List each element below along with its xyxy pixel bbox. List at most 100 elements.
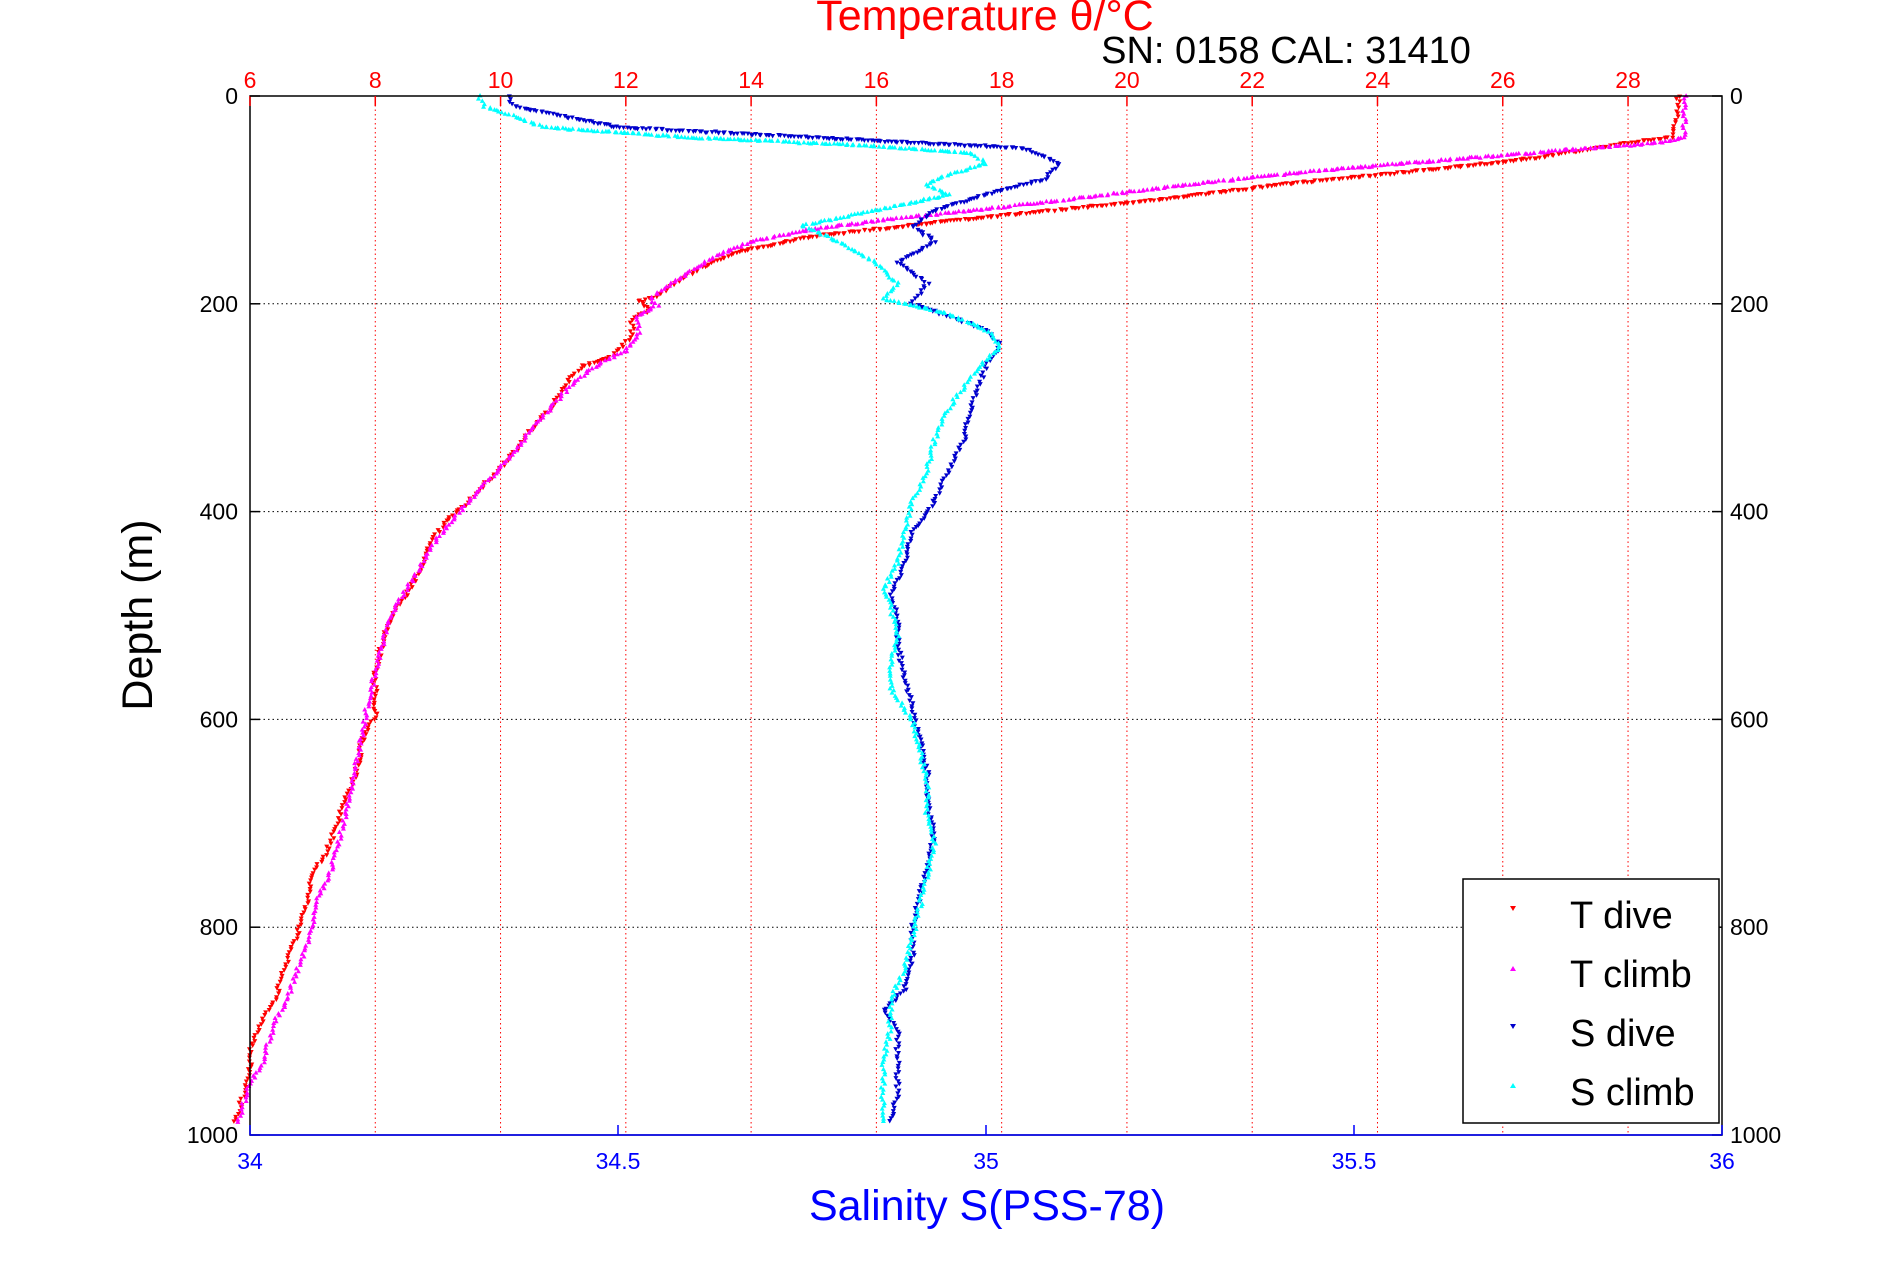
data-point — [923, 797, 929, 803]
data-point — [285, 991, 291, 996]
data-point — [1500, 160, 1506, 165]
data-point — [914, 906, 920, 911]
data-point — [789, 230, 795, 235]
data-point — [384, 629, 390, 635]
data-point — [924, 244, 930, 249]
data-point — [1151, 198, 1157, 203]
x-axis-label: Salinity S(PSS-78) — [809, 1182, 1165, 1230]
data-point — [346, 792, 352, 798]
data-point — [876, 144, 882, 149]
data-point — [758, 133, 764, 138]
data-point — [1345, 176, 1351, 181]
data-point — [906, 145, 912, 150]
data-point — [299, 951, 305, 956]
data-point — [540, 414, 546, 420]
data-point — [893, 1047, 899, 1052]
data-point — [238, 1113, 244, 1118]
data-point — [989, 191, 995, 197]
data-point — [259, 1016, 265, 1022]
data-point — [984, 144, 990, 150]
data-point — [903, 518, 909, 523]
data-point — [937, 491, 943, 496]
data-point — [840, 137, 846, 143]
data-point — [1508, 151, 1514, 157]
data-point — [577, 374, 583, 379]
data-point — [930, 436, 936, 442]
data-point — [475, 96, 481, 101]
data-point — [313, 902, 319, 907]
legend-marker-t-dive — [1510, 906, 1516, 911]
data-point — [842, 242, 848, 248]
data-point — [1316, 168, 1322, 173]
data-point — [1012, 202, 1018, 207]
data-point — [1235, 187, 1241, 193]
data-point — [770, 134, 776, 139]
data-point — [1076, 194, 1082, 200]
data-point — [889, 1024, 895, 1030]
data-point — [1058, 207, 1064, 212]
data-point — [693, 135, 699, 141]
data-point — [928, 237, 934, 242]
data-point — [890, 1109, 896, 1114]
data-point — [1097, 192, 1103, 198]
data-point — [895, 1063, 901, 1069]
data-point — [555, 126, 561, 131]
tick-label-salinity: 34 — [237, 1148, 263, 1174]
data-point — [960, 208, 966, 214]
data-point — [244, 1086, 250, 1091]
data-point — [1396, 161, 1402, 166]
data-point — [986, 355, 992, 361]
data-point — [337, 818, 343, 824]
data-point — [565, 116, 571, 121]
data-point — [1032, 151, 1038, 156]
data-point — [1673, 96, 1679, 102]
data-point — [932, 501, 938, 506]
data-point — [913, 736, 919, 742]
data-point — [908, 716, 914, 722]
data-point — [887, 205, 893, 210]
data-point — [738, 244, 744, 249]
data-point — [274, 986, 280, 991]
data-point — [1389, 161, 1395, 166]
data-point — [889, 651, 895, 656]
data-point — [922, 810, 928, 815]
data-point — [818, 225, 824, 230]
data-point — [647, 126, 653, 131]
data-point — [941, 413, 947, 418]
data-point — [423, 552, 429, 558]
legend-marker-s-climb — [1510, 1083, 1516, 1088]
data-point — [967, 414, 973, 420]
data-point — [663, 284, 669, 289]
data-point — [549, 125, 555, 130]
data-point — [371, 682, 377, 687]
data-point — [522, 118, 528, 124]
data-point — [924, 868, 930, 874]
data-point — [481, 101, 487, 107]
data-point — [244, 1090, 250, 1095]
data-point — [1366, 173, 1372, 179]
data-point — [579, 363, 585, 368]
data-point — [307, 886, 313, 892]
data-point — [925, 874, 931, 880]
data-point — [918, 737, 924, 743]
y-axis-label: Depth (m) — [114, 519, 162, 710]
data-point — [932, 147, 938, 153]
data-point — [709, 256, 715, 261]
data-point — [457, 510, 463, 515]
data-point — [698, 129, 704, 134]
data-point — [916, 741, 922, 747]
data-point — [748, 137, 754, 142]
data-point — [450, 513, 456, 519]
data-point — [562, 114, 568, 119]
data-point — [793, 237, 799, 242]
data-point — [946, 191, 952, 197]
data-point — [493, 470, 499, 476]
data-point — [392, 607, 398, 612]
data-point — [327, 838, 333, 844]
data-point — [893, 631, 899, 636]
data-point — [979, 325, 985, 331]
data-point — [410, 578, 416, 584]
data-point — [393, 601, 399, 607]
data-point — [537, 122, 543, 127]
data-point — [796, 140, 802, 146]
